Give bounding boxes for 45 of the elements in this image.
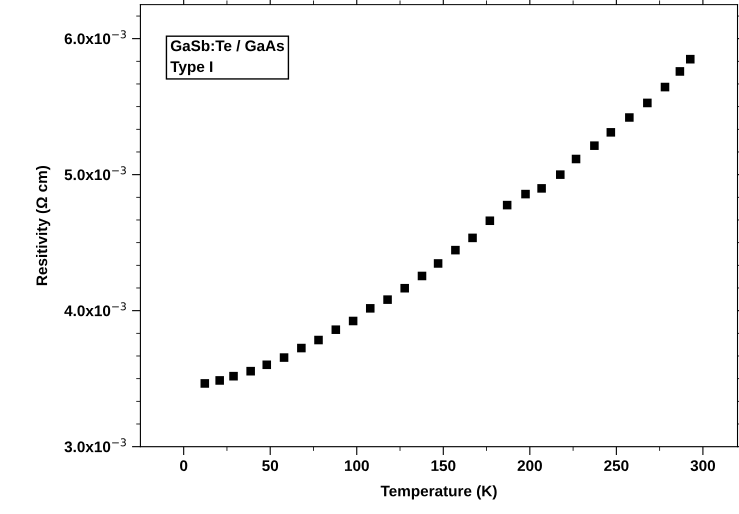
point xyxy=(280,353,288,362)
y-axis-title: Resitivity (Ω cm) xyxy=(36,166,50,286)
point xyxy=(229,372,238,380)
point xyxy=(676,67,684,76)
point xyxy=(262,360,272,370)
point xyxy=(643,98,652,108)
x-tick-label: 100 xyxy=(344,460,369,472)
point xyxy=(200,379,210,388)
point xyxy=(660,82,670,92)
x-axis-title: Temperature (K) xyxy=(380,485,497,500)
point xyxy=(332,325,340,334)
point xyxy=(556,170,565,179)
point xyxy=(434,259,442,268)
x-tick-label: 150 xyxy=(432,460,456,472)
annotation: Type I xyxy=(170,61,212,76)
point xyxy=(606,128,616,137)
point xyxy=(297,344,306,352)
point xyxy=(572,154,580,164)
y-tick-label: 5.0x10$^{−3}$ xyxy=(64,166,126,180)
point xyxy=(537,184,546,193)
point xyxy=(348,316,358,326)
point xyxy=(686,54,695,64)
point xyxy=(400,284,409,292)
y-tick-label: 4.0x10$^{−3}$ xyxy=(64,302,126,316)
point xyxy=(383,295,392,304)
point xyxy=(468,234,477,242)
point xyxy=(521,190,530,198)
point xyxy=(502,200,512,210)
point xyxy=(314,336,323,344)
point xyxy=(366,304,375,313)
point xyxy=(215,376,224,385)
y-tick-label: 6.0x10$^{−3}$ xyxy=(64,30,126,44)
point xyxy=(246,366,255,376)
x-tick-label: 0 xyxy=(180,460,188,472)
x-tick-label: 50 xyxy=(262,460,278,472)
point xyxy=(486,216,494,226)
x-tick-label: 250 xyxy=(604,460,628,472)
point xyxy=(625,113,634,122)
point xyxy=(590,141,599,150)
point xyxy=(418,272,426,280)
x-tick-label: 200 xyxy=(518,460,542,472)
y-tick-label: 3.0x10$^{−3}$ xyxy=(64,438,126,452)
x-tick-label: 300 xyxy=(690,460,716,472)
point xyxy=(451,246,460,254)
annotation: GaSb:Te / GaAs xyxy=(170,40,284,52)
